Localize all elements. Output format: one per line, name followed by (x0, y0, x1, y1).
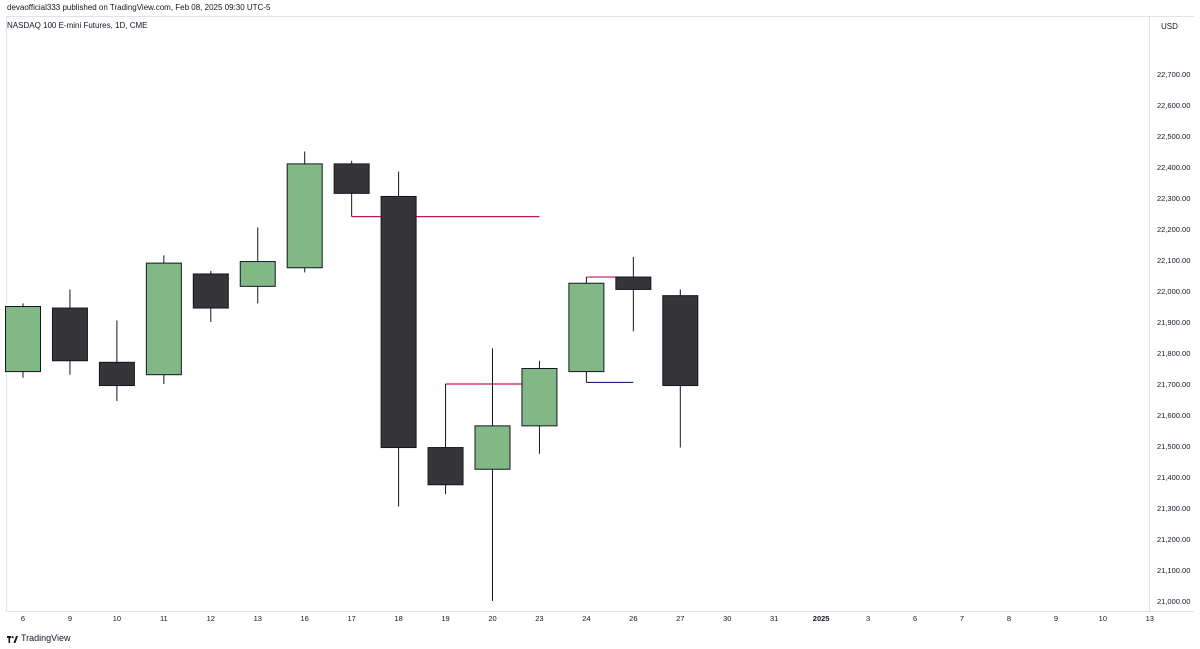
price-tick-label: 21,400.00 (1157, 473, 1190, 482)
time-tick-label: 12 (207, 614, 215, 623)
tradingview-brand-label: TradingView (21, 633, 71, 643)
price-tick-label: 22,000.00 (1157, 287, 1190, 296)
price-tick-label: 21,000.00 (1157, 597, 1190, 606)
time-tick-label: 7 (960, 614, 964, 623)
time-tick-label: 9 (68, 614, 72, 623)
time-tick-label: 17 (347, 614, 355, 623)
time-tick-label: 13 (1146, 614, 1154, 623)
time-tick-label: 19 (441, 614, 449, 623)
chart-frame-top (6, 16, 1194, 17)
price-tick-label: 22,700.00 (1157, 70, 1190, 79)
time-tick-label: 31 (770, 614, 778, 623)
price-tick-label: 22,600.00 (1157, 101, 1190, 110)
candle[interactable] (662, 289, 699, 448)
price-tick-label: 21,700.00 (1157, 380, 1190, 389)
candle[interactable] (615, 256, 652, 332)
time-tick-label: 30 (723, 614, 731, 623)
price-tick-label: 22,400.00 (1157, 163, 1190, 172)
price-tick-label: 21,800.00 (1157, 349, 1190, 358)
candle-body-down (380, 195, 417, 449)
time-tick-label: 10 (113, 614, 121, 623)
candles (5, 151, 699, 601)
candle-body-down (98, 361, 135, 387)
candle[interactable] (286, 151, 323, 273)
time-tick-label: 23 (535, 614, 543, 623)
price-tick-label: 21,300.00 (1157, 504, 1190, 513)
price-tick-label: 22,100.00 (1157, 256, 1190, 265)
candle[interactable] (192, 270, 229, 322)
candle[interactable] (5, 303, 41, 378)
time-tick-label: 6 (21, 614, 25, 623)
time-tick-label: 13 (254, 614, 262, 623)
candle[interactable] (51, 289, 88, 375)
tradingview-logo-icon (7, 635, 18, 643)
candle[interactable] (380, 171, 417, 507)
time-tick-label: 2025 (813, 614, 830, 623)
time-tick-label: 26 (629, 614, 637, 623)
candle-body-up (145, 262, 182, 376)
time-tick-label: 27 (676, 614, 684, 623)
price-tick-label: 21,500.00 (1157, 442, 1190, 451)
candle-body-up (521, 368, 558, 427)
candle[interactable] (239, 227, 276, 304)
price-tick-label: 21,100.00 (1157, 566, 1190, 575)
candle[interactable] (98, 320, 135, 402)
candle[interactable] (474, 348, 511, 601)
time-axis-border (6, 611, 1194, 612)
time-tick-label: 6 (913, 614, 917, 623)
currency-label[interactable]: USD (1161, 22, 1178, 31)
symbol-title: NASDAQ 100 E-mini Futures, 1D, CME (7, 21, 148, 30)
time-axis[interactable]: 6 9 10 11 12 13 16 17 18 19 20 23 24 26 27 30 31 2025 3 6 7 8… (21, 614, 1154, 623)
price-tick-label: 22,500.00 (1157, 132, 1190, 141)
candle[interactable] (568, 277, 605, 383)
price-tick-label: 22,300.00 (1157, 194, 1190, 203)
time-tick-label: 11 (160, 614, 168, 623)
candle-body-up (5, 306, 41, 373)
candle-body-down (333, 163, 370, 194)
candle[interactable] (521, 360, 558, 454)
candle[interactable] (427, 384, 464, 495)
time-tick-label: 3 (866, 614, 870, 623)
time-tick-label: 16 (301, 614, 309, 623)
price-tick-label: 22,200.00 (1157, 225, 1190, 234)
candle-body-up (474, 425, 511, 470)
candle-body-down (192, 273, 229, 309)
candle-body-down (427, 447, 464, 486)
price-tick-label: 21,200.00 (1157, 535, 1190, 544)
time-tick-label: 24 (582, 614, 590, 623)
candle-body-up (568, 282, 605, 373)
price-axis-border (1149, 16, 1150, 612)
candle-body-down (51, 307, 88, 362)
publish-info: devaofficial333 published on TradingView… (7, 3, 271, 12)
time-tick-label: 9 (1054, 614, 1058, 623)
time-tick-label: 10 (1099, 614, 1107, 623)
candle-body-down (662, 295, 699, 387)
candle[interactable] (145, 255, 182, 384)
candle-body-up (239, 261, 276, 287)
price-tick-label: 21,600.00 (1157, 411, 1190, 420)
time-tick-label: 18 (394, 614, 402, 623)
tradingview-brand[interactable]: TradingView (7, 633, 71, 643)
time-tick-label: 20 (488, 614, 496, 623)
candle-body-up (286, 163, 323, 269)
candle-body-down (615, 276, 652, 290)
price-axis[interactable]: 22,700.00 22,600.00 22,500.00 22,400.00 22,3… (1157, 70, 1190, 606)
time-tick-label: 8 (1007, 614, 1011, 623)
price-tick-label: 21,900.00 (1157, 318, 1190, 327)
candle[interactable] (333, 160, 370, 217)
